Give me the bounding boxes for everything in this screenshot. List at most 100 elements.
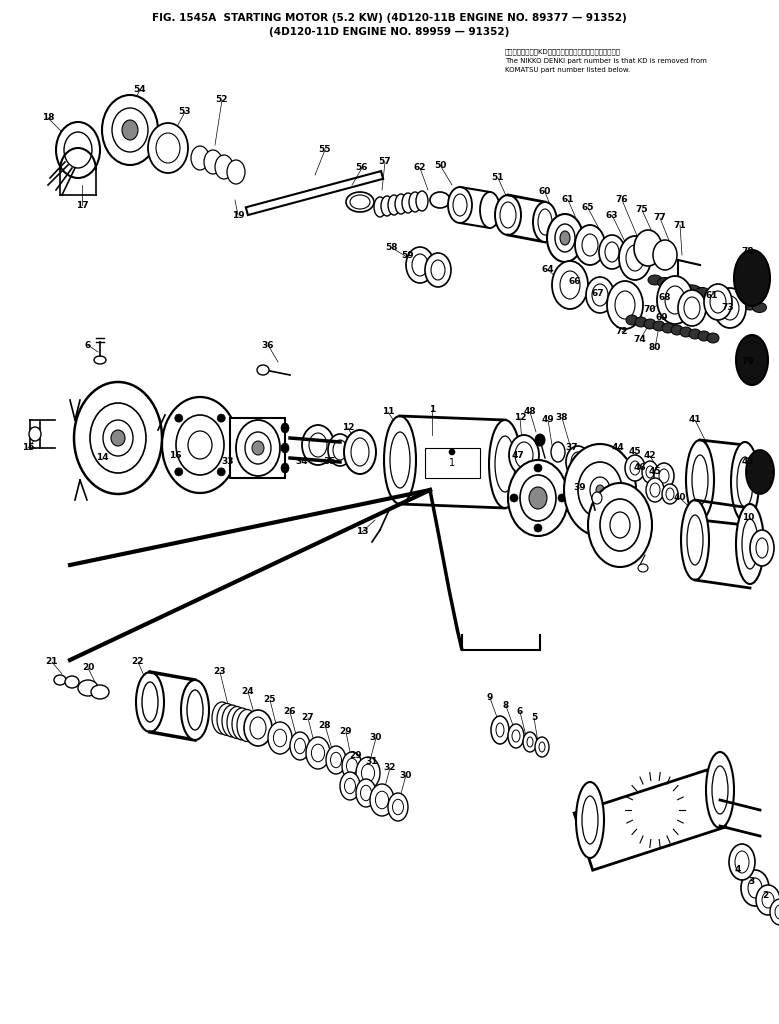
- Text: 9: 9: [487, 693, 493, 702]
- Ellipse shape: [657, 278, 671, 288]
- Ellipse shape: [686, 285, 700, 295]
- Ellipse shape: [635, 317, 647, 327]
- Ellipse shape: [707, 333, 719, 343]
- Ellipse shape: [156, 133, 180, 163]
- Ellipse shape: [592, 284, 608, 306]
- Ellipse shape: [547, 214, 583, 262]
- Ellipse shape: [448, 187, 472, 223]
- Ellipse shape: [375, 792, 389, 809]
- Text: 50: 50: [434, 161, 446, 170]
- Text: 72: 72: [615, 328, 629, 337]
- Text: KOMATSU part number listed below.: KOMATSU part number listed below.: [505, 67, 630, 73]
- Text: 22: 22: [132, 657, 144, 667]
- Ellipse shape: [217, 468, 225, 476]
- Ellipse shape: [714, 288, 746, 328]
- Ellipse shape: [232, 708, 252, 740]
- Text: 66: 66: [569, 278, 581, 287]
- Ellipse shape: [538, 209, 552, 234]
- Ellipse shape: [736, 504, 764, 584]
- Ellipse shape: [586, 278, 614, 313]
- Ellipse shape: [294, 738, 305, 754]
- Ellipse shape: [222, 705, 242, 737]
- Ellipse shape: [582, 796, 598, 844]
- Ellipse shape: [662, 323, 674, 333]
- Ellipse shape: [409, 193, 421, 212]
- Text: 70: 70: [643, 305, 656, 314]
- Ellipse shape: [328, 434, 352, 466]
- Ellipse shape: [510, 494, 518, 502]
- Text: 30: 30: [400, 770, 412, 779]
- Text: 33: 33: [222, 458, 234, 467]
- Text: 8: 8: [503, 701, 509, 711]
- Ellipse shape: [775, 905, 779, 919]
- Ellipse shape: [402, 193, 414, 213]
- Text: 1: 1: [429, 406, 435, 415]
- Ellipse shape: [527, 737, 533, 746]
- Ellipse shape: [480, 193, 500, 228]
- Ellipse shape: [539, 742, 545, 752]
- Ellipse shape: [529, 487, 547, 509]
- Ellipse shape: [698, 331, 710, 341]
- Ellipse shape: [684, 297, 700, 319]
- Ellipse shape: [551, 442, 565, 462]
- Ellipse shape: [122, 120, 138, 140]
- Ellipse shape: [91, 685, 109, 699]
- Ellipse shape: [571, 452, 585, 472]
- Ellipse shape: [346, 193, 374, 212]
- Ellipse shape: [217, 414, 225, 422]
- Ellipse shape: [102, 95, 158, 165]
- Ellipse shape: [600, 499, 640, 551]
- Ellipse shape: [94, 356, 106, 364]
- Ellipse shape: [555, 224, 575, 252]
- Ellipse shape: [374, 197, 386, 217]
- Text: 15: 15: [22, 443, 34, 453]
- Ellipse shape: [696, 288, 710, 298]
- Ellipse shape: [712, 766, 728, 814]
- Text: 2: 2: [762, 891, 768, 899]
- Text: The NIKKO DENKI part number is that KD is removed from: The NIKKO DENKI part number is that KD i…: [505, 58, 707, 63]
- Ellipse shape: [734, 250, 770, 306]
- Ellipse shape: [750, 530, 774, 566]
- Ellipse shape: [512, 730, 520, 742]
- Text: 78: 78: [742, 248, 754, 256]
- Ellipse shape: [692, 455, 708, 505]
- Ellipse shape: [215, 155, 233, 179]
- Ellipse shape: [575, 225, 605, 265]
- Ellipse shape: [384, 416, 416, 504]
- Ellipse shape: [648, 275, 662, 285]
- Ellipse shape: [735, 851, 749, 873]
- Ellipse shape: [495, 195, 521, 234]
- Text: 77: 77: [654, 213, 666, 222]
- Ellipse shape: [680, 327, 692, 337]
- Text: 71: 71: [674, 220, 686, 229]
- Text: 68: 68: [659, 294, 671, 302]
- Text: 品番のメーカ記号KDを除いたものが日産電機の品番です．: 品番のメーカ記号KDを除いたものが日産電機の品番です．: [505, 49, 621, 55]
- Text: 32: 32: [384, 764, 397, 772]
- Ellipse shape: [746, 450, 774, 494]
- Ellipse shape: [650, 483, 660, 497]
- Ellipse shape: [181, 680, 209, 740]
- Ellipse shape: [54, 675, 66, 685]
- Ellipse shape: [666, 488, 674, 500]
- Ellipse shape: [350, 195, 370, 209]
- Ellipse shape: [619, 236, 651, 280]
- Ellipse shape: [667, 280, 681, 290]
- Ellipse shape: [344, 778, 355, 794]
- Ellipse shape: [705, 290, 719, 300]
- Ellipse shape: [302, 425, 334, 465]
- Ellipse shape: [250, 717, 266, 739]
- Ellipse shape: [615, 291, 635, 319]
- Text: 1: 1: [449, 458, 455, 468]
- Text: 45: 45: [629, 447, 641, 457]
- Text: 49: 49: [541, 416, 555, 425]
- Ellipse shape: [431, 260, 445, 280]
- Ellipse shape: [244, 710, 272, 746]
- Text: 65: 65: [582, 204, 594, 213]
- Ellipse shape: [626, 315, 638, 325]
- Ellipse shape: [676, 283, 690, 293]
- Text: 11: 11: [382, 408, 394, 417]
- Ellipse shape: [578, 462, 622, 518]
- Ellipse shape: [188, 431, 212, 459]
- Text: 63: 63: [606, 211, 619, 219]
- Ellipse shape: [312, 744, 325, 762]
